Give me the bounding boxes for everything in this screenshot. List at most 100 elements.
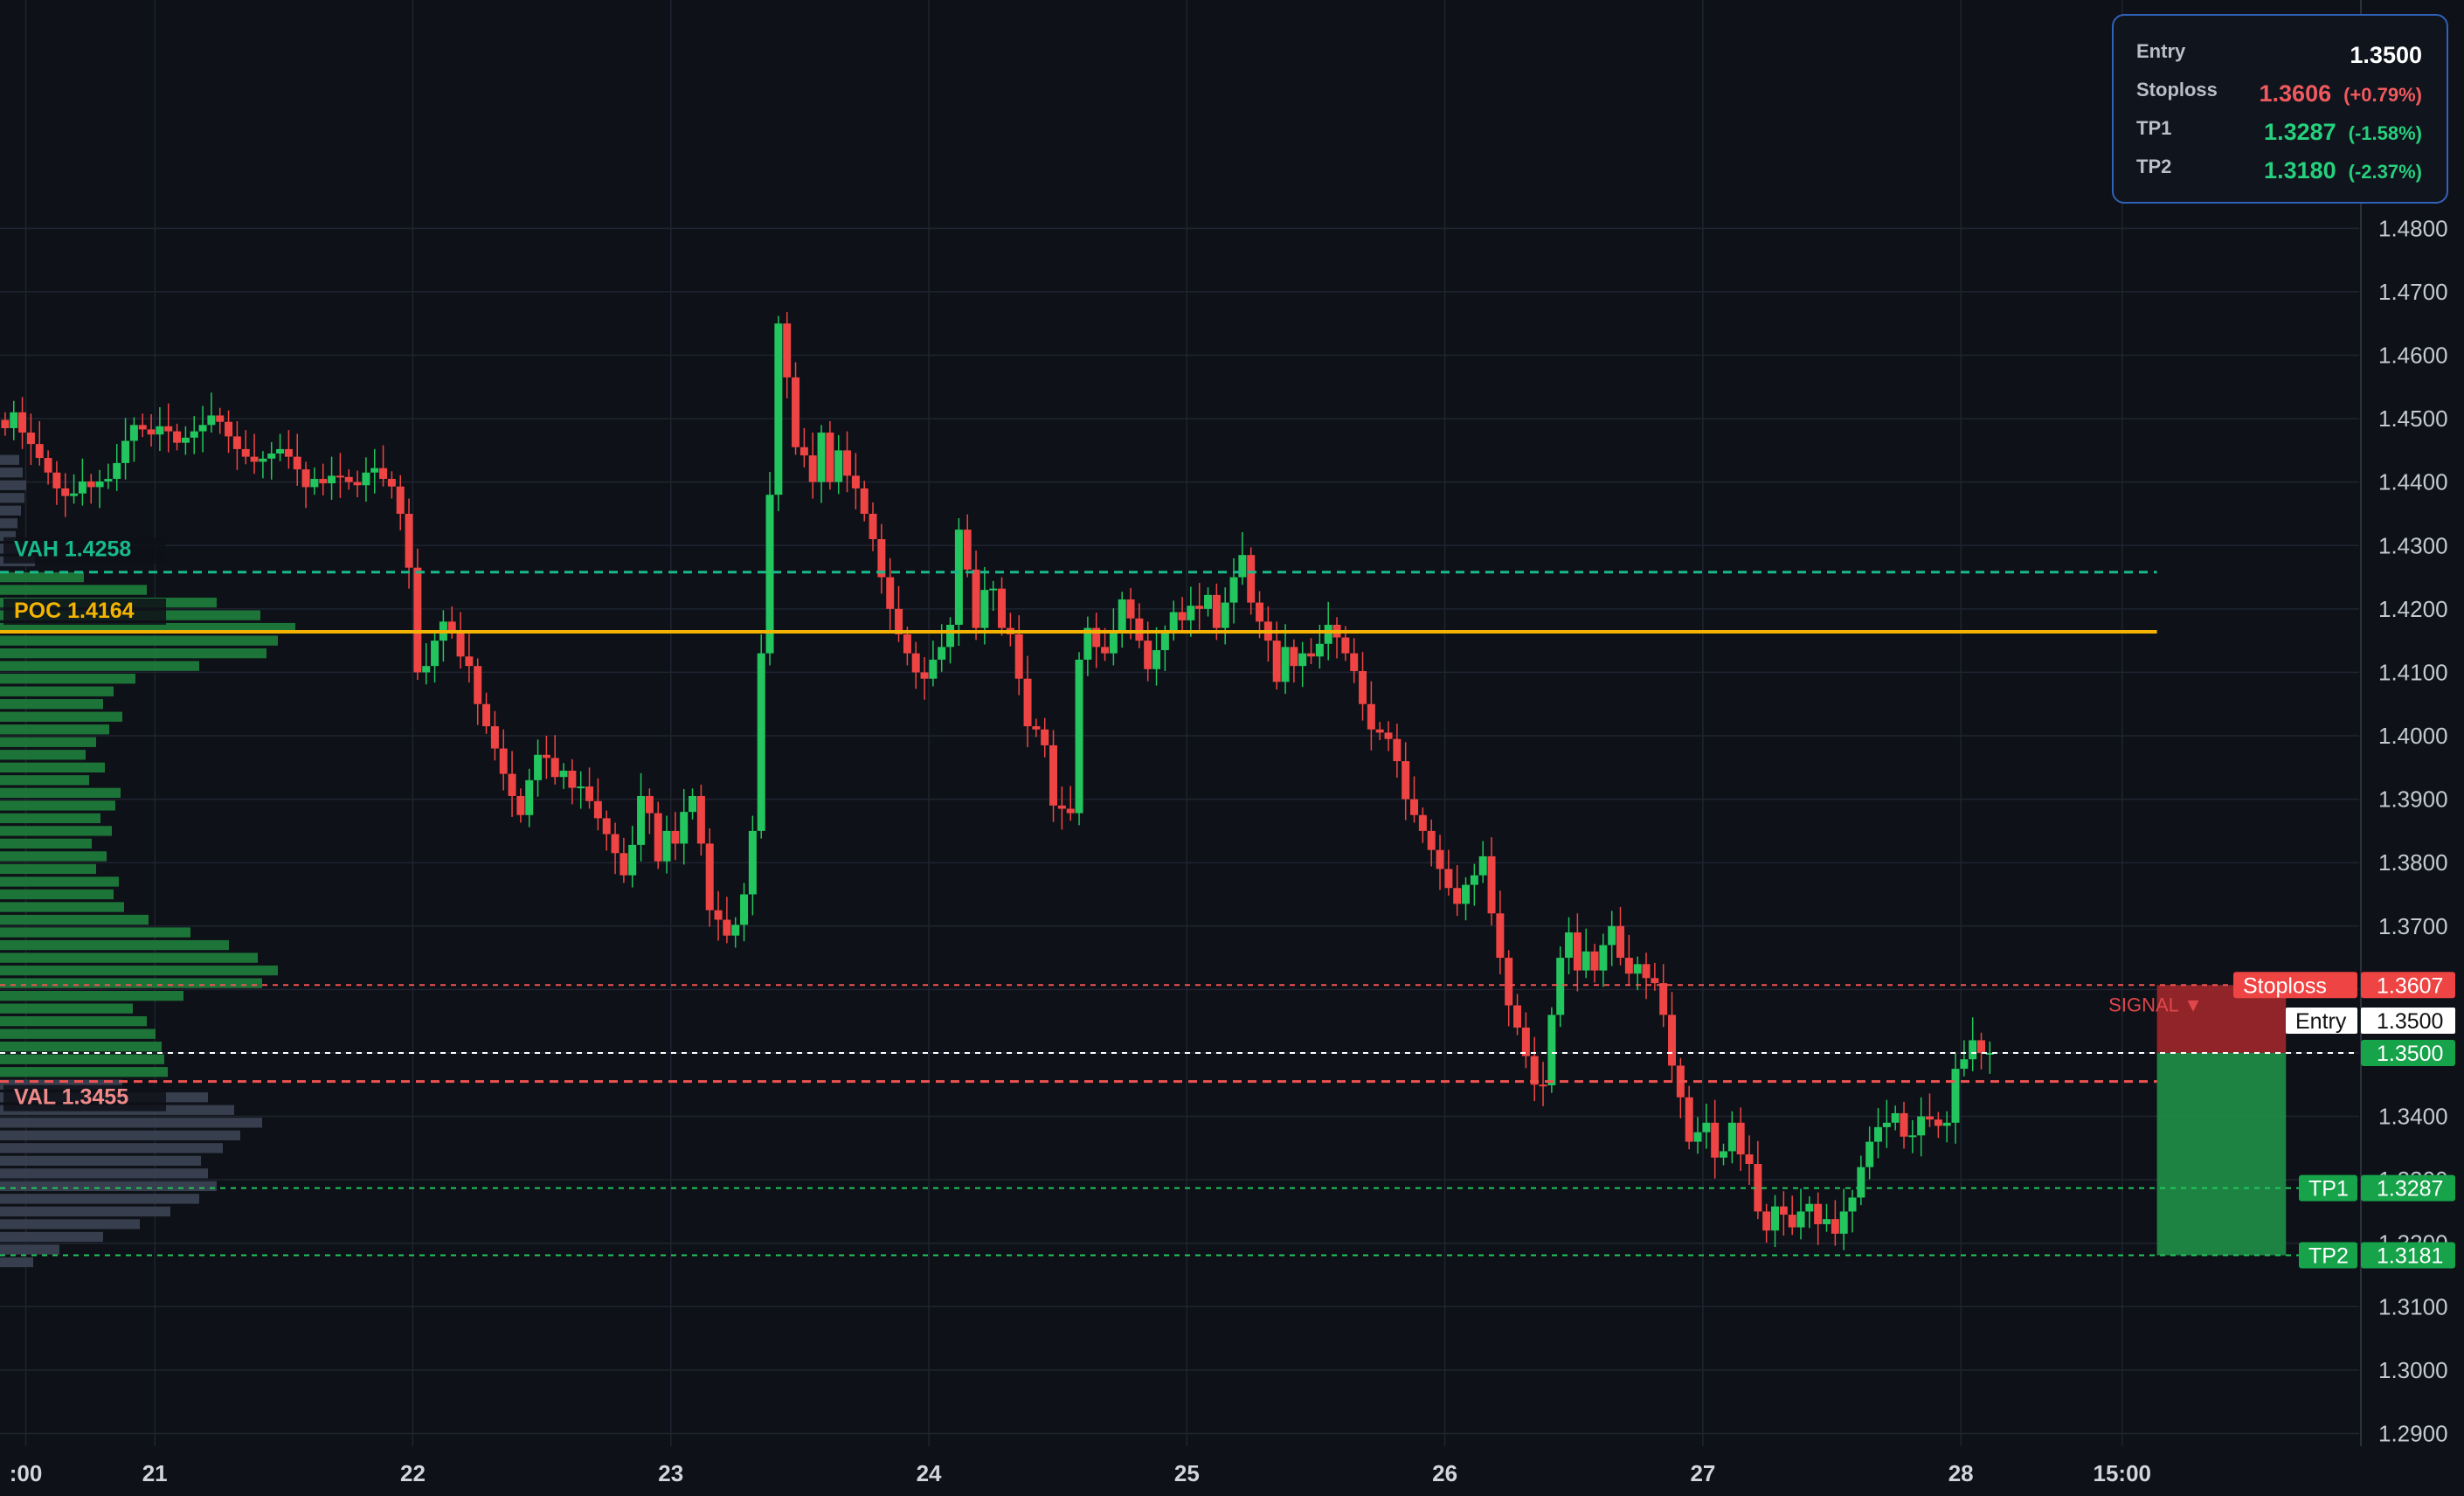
candle-body (1711, 1122, 1720, 1158)
candle-body (843, 450, 852, 476)
candle-body (946, 624, 955, 648)
candle-body (980, 590, 989, 628)
entry-value: 1.3500 (2350, 42, 2422, 68)
candle-body (1874, 1126, 1883, 1142)
volume-profile-bar (0, 699, 103, 710)
volume-profile-bar (0, 1168, 208, 1179)
candle-body (1049, 745, 1058, 806)
candle-body (516, 795, 525, 815)
candle-body (387, 479, 396, 487)
candle-body (1341, 637, 1350, 654)
candle-body (637, 795, 646, 845)
volume-profile-bar (0, 990, 183, 1001)
volume-profile-bar (0, 724, 109, 735)
candle-body (225, 421, 233, 437)
candle-body (1487, 855, 1496, 914)
candle-body (10, 412, 18, 428)
candle-body (1204, 594, 1213, 609)
candle-body (1109, 631, 1118, 654)
volume-profile-bar (0, 927, 190, 938)
candle-body (714, 910, 723, 920)
volume-profile-bar (0, 1244, 59, 1255)
candle-body (336, 475, 344, 478)
y-tick-label: 1.4700 (2378, 279, 2448, 305)
candle-body (1118, 599, 1126, 632)
candle-body (301, 469, 310, 488)
candle-body (938, 647, 946, 660)
x-tick-label: 28 (1948, 1460, 1974, 1486)
volume-profile-bar (0, 1219, 140, 1229)
tp1-tag-value: 1.3287 (2377, 1177, 2443, 1202)
candle-body (1272, 641, 1281, 682)
volume-profile-bar (0, 686, 114, 696)
stoploss-label: Stoploss (2136, 79, 2218, 100)
candle-body (851, 475, 860, 488)
candle-body (1427, 830, 1436, 850)
candle-body (680, 812, 689, 844)
candle-body (447, 621, 456, 632)
candle-body (1152, 650, 1161, 669)
panel-row-stoploss: Stoploss 1.3606 (+0.79%) (2136, 79, 2422, 110)
tp2-value: 1.3180 (2264, 157, 2336, 184)
candle-body (654, 813, 662, 862)
candle-body (542, 754, 550, 758)
candle-body (328, 475, 336, 484)
candle-body (1616, 925, 1625, 959)
candle-body (482, 703, 491, 727)
candle-body (232, 436, 241, 449)
candle-body (1453, 888, 1462, 904)
candle-body (26, 433, 35, 445)
candle-body (396, 486, 405, 514)
candle-body (293, 456, 301, 470)
x-tick-label: 27 (1690, 1460, 1715, 1486)
tp1-pct: (-1.58%) (2348, 122, 2422, 144)
candle-body (1, 419, 10, 428)
x-axis[interactable]: :00 21 22 23 24 25 26 27 28 15:00 (0, 1446, 2464, 1496)
volume-profile-bar (0, 1143, 223, 1153)
candle-body (344, 476, 353, 482)
entry-label: Entry (2136, 40, 2186, 62)
tp2-tag-label: TP2 (2308, 1244, 2349, 1269)
candle-body (1796, 1211, 1805, 1228)
x-tick-label: :00 (10, 1460, 43, 1486)
candle-body (1805, 1203, 1814, 1212)
candle-body (1685, 1097, 1693, 1142)
volume-profile-bar (0, 965, 278, 976)
candle-body (1066, 808, 1075, 814)
vah-label: VAH 1.4258 (3, 537, 166, 564)
stoploss-tag-value-bg (2361, 972, 2455, 999)
volume-profile-bar (0, 902, 124, 912)
volume-profile-bar (0, 1130, 240, 1140)
candle-body (405, 513, 413, 568)
tp2-tag-value-bg (2361, 1242, 2455, 1269)
candle-body (353, 481, 362, 486)
candle-body (1324, 624, 1332, 644)
candle-body (525, 779, 534, 815)
candle-body (413, 567, 422, 673)
candle-body (164, 426, 173, 432)
y-tick-label: 1.3000 (2378, 1357, 2448, 1383)
candle-body (78, 481, 87, 494)
tp1-label: TP1 (2136, 117, 2172, 139)
volume-profile-bar (0, 851, 107, 862)
poc-label-bg (3, 598, 166, 625)
candle-body (1857, 1167, 1865, 1198)
candle-body (757, 653, 765, 831)
candle-body (1478, 855, 1487, 876)
candle-body (379, 468, 388, 480)
val-label: VAL 1.3455 (3, 1084, 166, 1112)
candle-body (1298, 653, 1307, 667)
volume-profile-bar (0, 480, 26, 490)
candle-body (1917, 1116, 1926, 1136)
candle-body (671, 830, 680, 844)
candle-body (920, 672, 929, 679)
candle-body (1083, 627, 1092, 660)
x-axis-background (0, 1446, 2464, 1496)
candle-body (1900, 1112, 1908, 1137)
volume-profile-bar (0, 493, 24, 503)
candle-body (1573, 932, 1582, 971)
candle-body (1496, 913, 1505, 959)
candle-body (1178, 612, 1187, 620)
tp1-value: 1.3287 (2264, 119, 2336, 145)
